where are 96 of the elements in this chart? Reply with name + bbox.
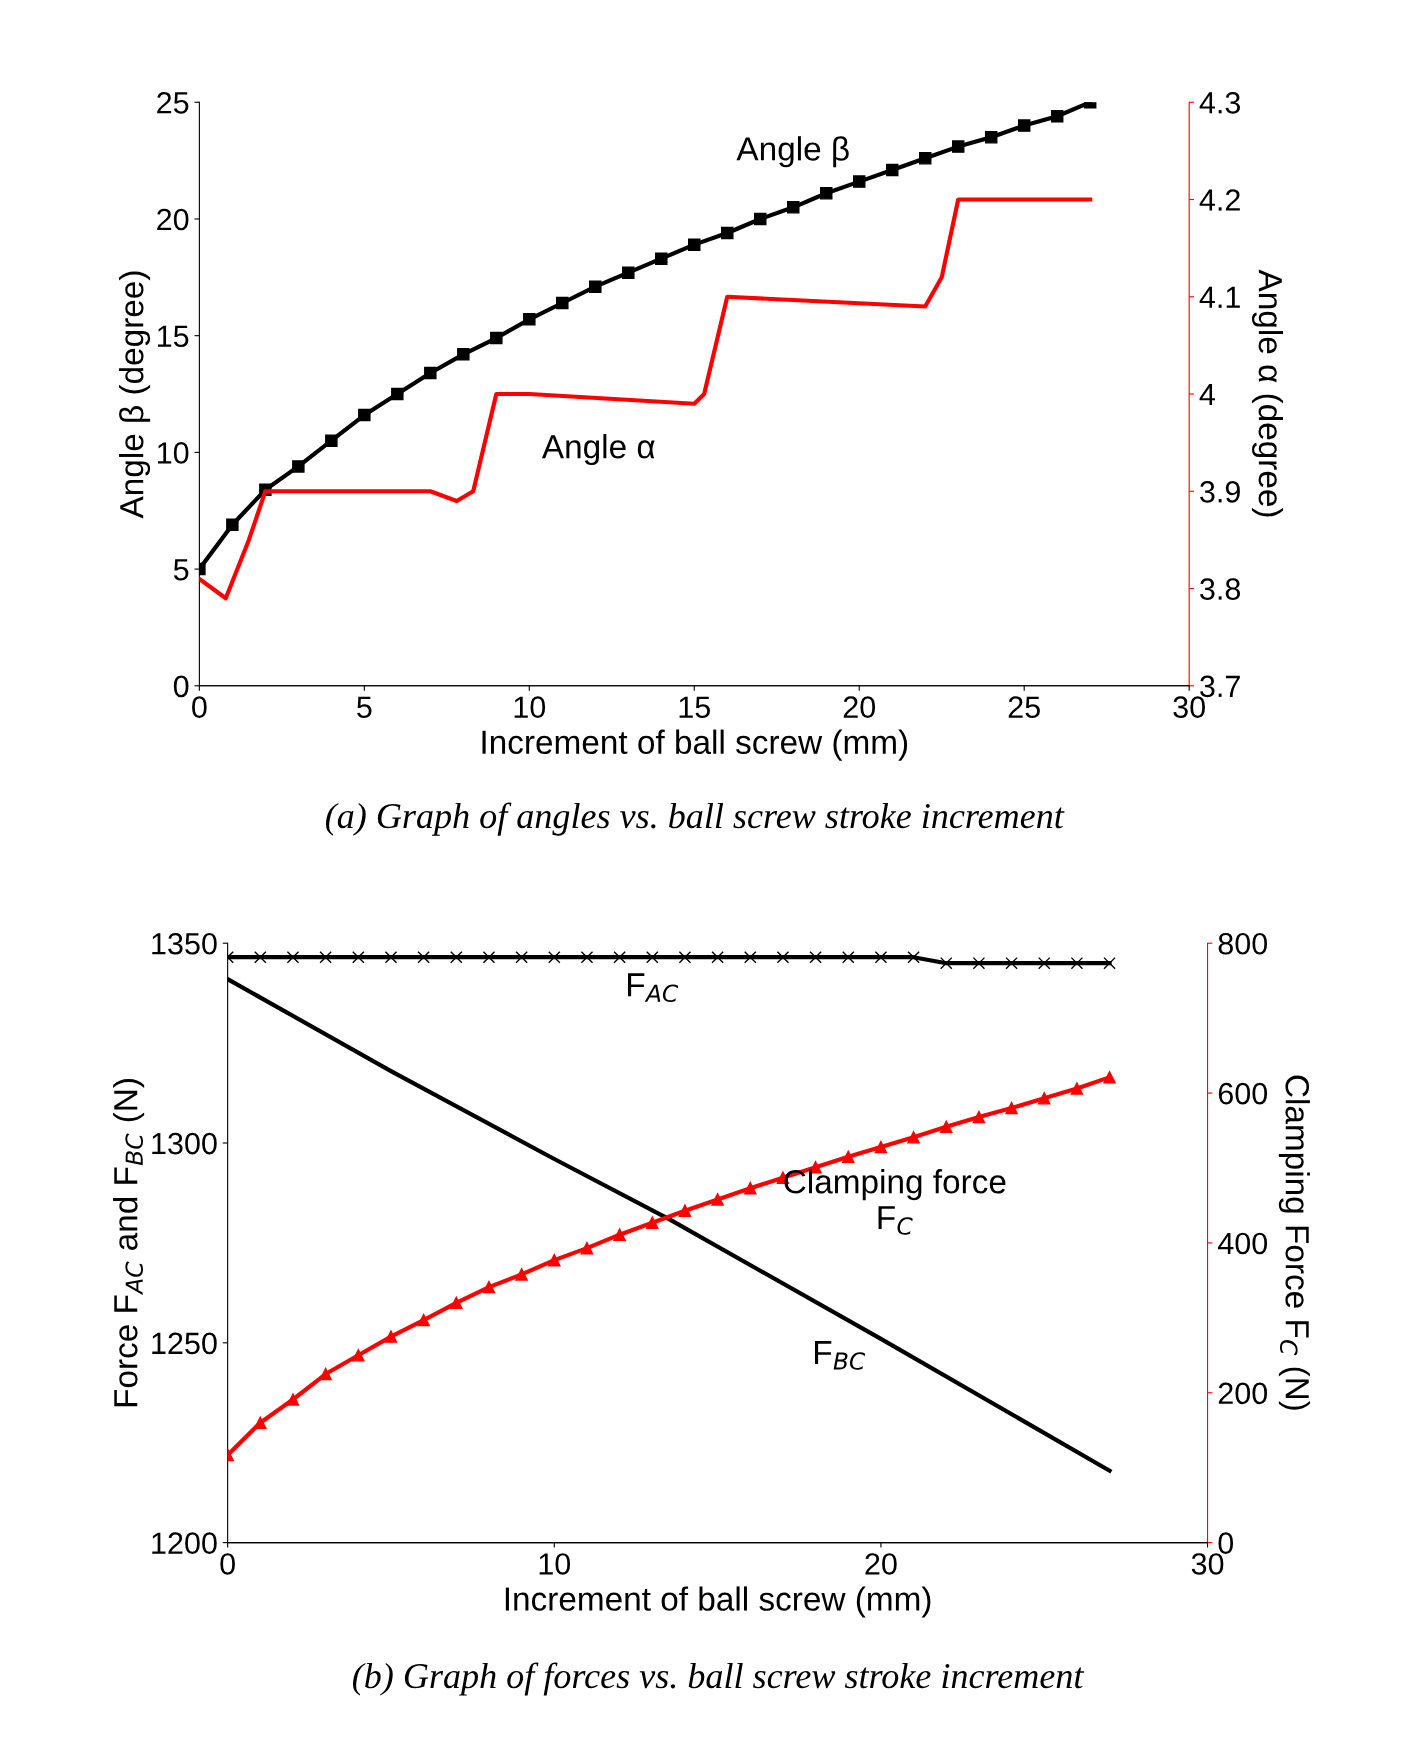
point	[951, 140, 965, 153]
point	[490, 331, 503, 345]
point	[939, 1120, 953, 1134]
y-tick-label: 5	[173, 559, 189, 581]
point	[646, 1216, 659, 1229]
x-tick-label: 30	[1191, 1553, 1224, 1575]
point	[286, 1393, 300, 1406]
x-tick-label: 30	[1173, 696, 1205, 718]
point	[852, 175, 866, 188]
x-tick-label: 0	[220, 1553, 235, 1575]
y-tick-label: 1300	[152, 1132, 217, 1155]
y-tick-label: 1350	[152, 932, 217, 955]
x-axis-title: Increment of ball screw (mm)	[482, 729, 908, 761]
y2-tick-label: 400	[1217, 1232, 1268, 1255]
point	[1103, 1071, 1116, 1084]
x-tick-label: 15	[679, 696, 710, 718]
x-tick-label: 20	[865, 1553, 897, 1575]
x-tick-label: 25	[1008, 696, 1040, 718]
point	[721, 226, 734, 240]
point	[548, 1253, 561, 1267]
y2-axis-title: Clamping Force F$_{C}$ (N)	[1278, 1075, 1310, 1410]
x-axis-title: Increment of ball screw (mm)	[505, 1586, 931, 1618]
point	[589, 280, 602, 293]
point	[711, 1193, 724, 1206]
point	[358, 408, 371, 422]
point	[613, 1228, 626, 1241]
series-label: F$_{BC}$	[814, 1341, 866, 1370]
series-label: Clamping force F$_{C}$	[784, 1169, 1006, 1235]
y2-tick-label: 0	[1218, 1532, 1234, 1554]
y2-axis-title: Angle α (degree)	[1251, 269, 1284, 517]
point	[885, 163, 899, 177]
point	[457, 348, 470, 361]
point	[1037, 1092, 1051, 1105]
y2-tick-label: 200	[1218, 1382, 1268, 1405]
y-tick-label: 15	[158, 325, 189, 348]
series-label: Angle β	[736, 136, 849, 168]
y-axis-title: Angle β (degree)	[119, 271, 151, 519]
x-tick-label: 20	[843, 696, 876, 718]
point	[515, 1268, 528, 1281]
y2-tick-label: 4	[1199, 384, 1215, 406]
point	[1050, 110, 1064, 123]
point	[556, 296, 569, 310]
point	[226, 518, 239, 531]
point	[424, 366, 437, 380]
y-tick-label: 20	[157, 208, 189, 231]
point	[523, 313, 536, 326]
point	[984, 131, 998, 144]
point	[688, 238, 701, 251]
point	[1017, 119, 1031, 132]
x-tick-label: 5	[357, 696, 372, 718]
point	[1005, 1101, 1018, 1115]
point	[622, 266, 635, 279]
point	[580, 1241, 594, 1255]
y2-tick-label: 4.1	[1199, 286, 1240, 308]
point	[391, 387, 404, 401]
point	[292, 460, 305, 473]
point	[482, 1280, 496, 1294]
y-tick-label: 0	[173, 675, 189, 698]
y2-tick-label: 3.8	[1200, 578, 1241, 600]
point	[907, 1131, 920, 1144]
point	[319, 1367, 332, 1381]
series-label: Angle α	[541, 434, 655, 466]
point	[417, 1313, 430, 1327]
line-series	[199, 197, 1093, 601]
point	[384, 1330, 398, 1343]
series-label: F$_{AC}$	[628, 973, 679, 1003]
point	[655, 252, 668, 265]
y2-tick-label: 3.9	[1200, 481, 1240, 503]
point	[254, 1416, 267, 1429]
point	[678, 1204, 692, 1217]
y-tick-label: 1200	[152, 1532, 217, 1554]
text: (a) Graph of angles vs. ball screw stroke increment	[325, 802, 1065, 836]
point	[352, 1349, 365, 1362]
x-tick-label: 10	[514, 696, 546, 718]
y-tick-label: 1250	[152, 1332, 217, 1355]
point	[450, 1296, 463, 1310]
point	[819, 187, 833, 200]
y-axis-title: Force F$_{AC}$ and F$_{BC}$ (N)	[113, 1079, 145, 1407]
point	[842, 1150, 855, 1163]
y-tick-label: 25	[157, 91, 189, 114]
point	[1070, 1082, 1084, 1095]
point	[325, 434, 338, 447]
y2-tick-label: 800	[1218, 932, 1268, 955]
point	[918, 152, 932, 165]
point	[874, 1140, 888, 1154]
point	[754, 212, 767, 226]
y-tick-label: 10	[158, 442, 189, 464]
point	[744, 1181, 757, 1195]
point	[787, 201, 800, 214]
y2-tick-label: 600	[1218, 1082, 1268, 1105]
y2-tick-label: 3.7	[1200, 675, 1240, 698]
point	[972, 1110, 986, 1124]
y2-tick-label: 4.3	[1199, 91, 1241, 114]
x-tick-label: 10	[539, 1553, 571, 1575]
text: (b) Graph of forces vs. ball screw stroke increment	[353, 1662, 1085, 1696]
y2-tick-label: 4.2	[1199, 189, 1240, 211]
